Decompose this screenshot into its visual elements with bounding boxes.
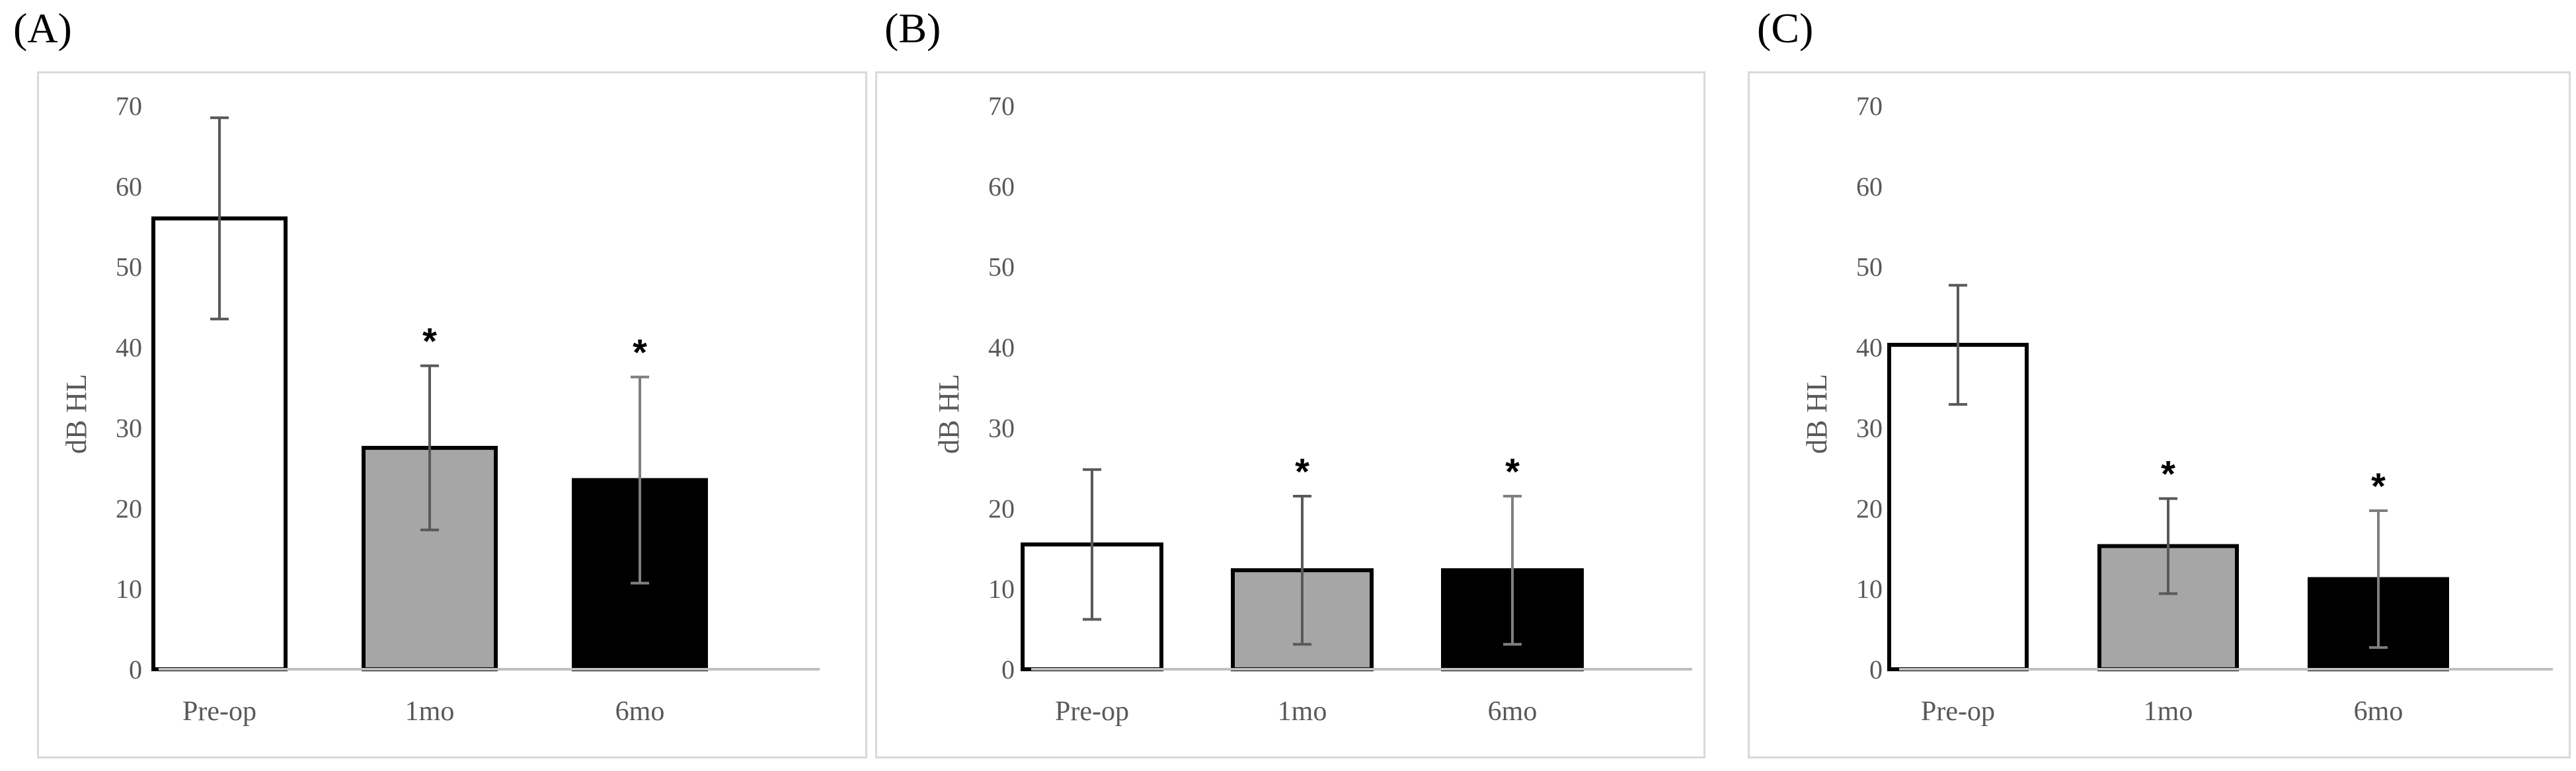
panel-c-significance-star: * [2371, 465, 2386, 507]
panel-a-ytick-label: 70 [116, 91, 142, 121]
panel-c-category-label: 1mo [2144, 696, 2193, 727]
panel-c-ytick-label: 40 [1856, 333, 1883, 363]
panel-b-ytick-label: 10 [988, 574, 1015, 604]
panel-a-ytick-label: 50 [116, 252, 142, 282]
panel-b-ytick-label: 40 [988, 333, 1015, 363]
panel-a-ytick-label: 20 [116, 494, 142, 523]
panel-b-ytick-label: 0 [1001, 655, 1015, 684]
panel-a-y-axis-label: dB HL [60, 374, 93, 454]
panel-b-significance-star: * [1295, 451, 1309, 492]
panel-c-frame [1748, 71, 2571, 758]
panel-c-ytick-label: 20 [1856, 494, 1883, 523]
panel-b-ytick-label: 20 [988, 494, 1015, 523]
panel-a-ytick-label: 0 [129, 655, 142, 684]
panel-b-ytick-label: 60 [988, 172, 1015, 202]
panel-c-ytick-label: 0 [1869, 655, 1883, 684]
panel-b-y-axis-label: dB HL [933, 374, 965, 454]
panel-b-label: (B) [884, 5, 941, 52]
panel-b-frame [875, 71, 1705, 758]
panel-a-category-label: Pre-op [182, 696, 256, 727]
panel-a-category-label: 6mo [615, 696, 665, 727]
panel-b-category-label: Pre-op [1055, 696, 1129, 727]
panel-b-category-label: 1mo [1278, 696, 1327, 727]
panel-a-significance-star: * [422, 320, 437, 362]
panel-c-significance-star: * [2161, 453, 2175, 495]
panel-c-ytick-label: 10 [1856, 574, 1883, 604]
panel-b-ytick-label: 70 [988, 91, 1015, 121]
panel-b-significance-star: * [1505, 451, 1520, 492]
panel-a-ytick-label: 40 [116, 333, 142, 363]
panel-c-category-label: Pre-op [1921, 696, 1995, 727]
panel-a-frame [37, 71, 867, 758]
panel-a-ytick-label: 30 [116, 413, 142, 443]
panel-c-ytick-label: 70 [1856, 91, 1883, 121]
panel-c-category-label: 6mo [2354, 696, 2403, 727]
panel-a-category-label: 1mo [405, 696, 455, 727]
panel-a-label: (A) [13, 5, 72, 52]
panel-c-ytick-label: 60 [1856, 172, 1883, 202]
panel-a-significance-star: * [633, 332, 647, 373]
panel-b-ytick-label: 30 [988, 413, 1015, 443]
panel-c-ytick-label: 50 [1856, 252, 1883, 282]
panel-b-category-label: 6mo [1488, 696, 1538, 727]
panel-a-ytick-label: 60 [116, 172, 142, 202]
panel-a-bar-pre-op [151, 216, 288, 672]
panel-c-ytick-label: 30 [1856, 413, 1883, 443]
panel-a-ytick-label: 10 [116, 574, 142, 604]
panel-c-y-axis-label: dB HL [1801, 374, 1833, 454]
panel-b-ytick-label: 50 [988, 252, 1015, 282]
panel-c-label: (C) [1757, 5, 1814, 52]
